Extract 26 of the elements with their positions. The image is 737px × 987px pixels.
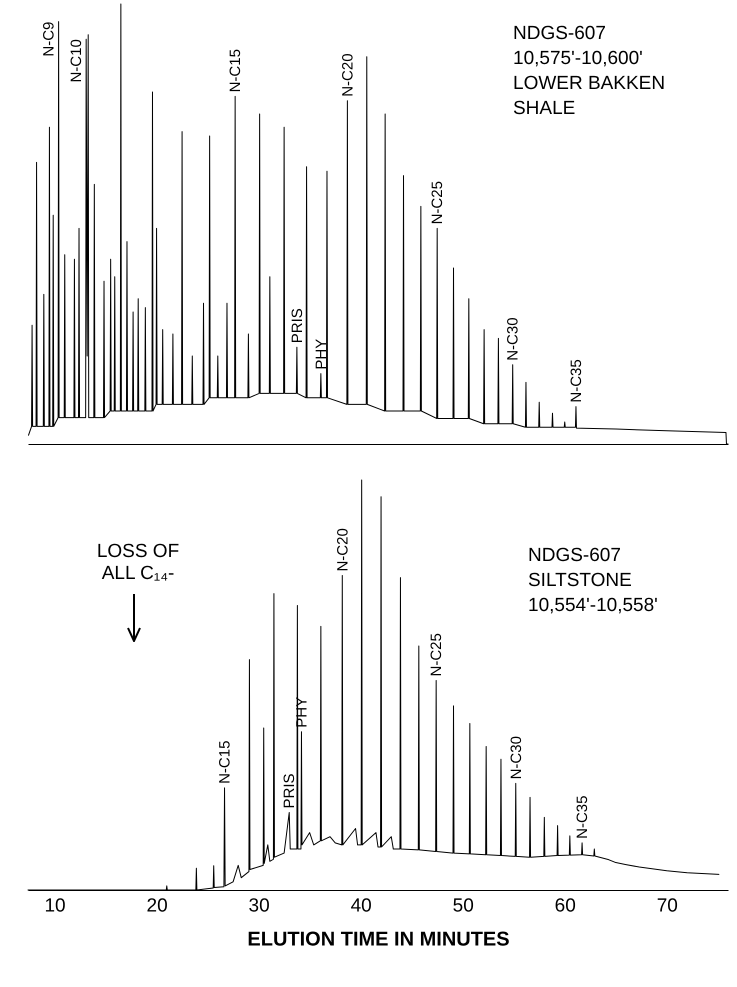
annotation: PRIS: [288, 308, 306, 344]
x-tick-label: 70: [656, 896, 678, 916]
annotation: PHY: [312, 338, 330, 370]
annotation: PRIS: [281, 773, 298, 809]
annotation: LOSS OF ALL C₁₄-: [96, 541, 180, 584]
x-tick-label: 30: [248, 896, 270, 916]
annotation: N-C9: [40, 22, 58, 57]
x-tick-label: 10: [44, 896, 66, 916]
annotation: NDGS-607 SILTSTONE 10,554'-10,558': [528, 545, 658, 616]
x-tick-label: 60: [554, 896, 576, 916]
x-tick-label: 20: [146, 896, 168, 916]
x-tick-label: 50: [452, 896, 474, 916]
annotation: N-C15: [216, 740, 234, 784]
annotation: N-C30: [508, 736, 525, 780]
annotation: N-C25: [428, 633, 446, 676]
x-tick-label: 40: [350, 896, 372, 916]
annotation: N-C35: [568, 359, 585, 403]
annotation: N-C30: [504, 317, 522, 361]
annotation: N-C35: [574, 795, 592, 839]
annotation: N-C20: [339, 53, 356, 97]
x-axis-title: ELUTION TIME IN MINUTES: [247, 928, 510, 950]
annotation: N-C25: [429, 181, 446, 224]
annotation: N-C20: [334, 528, 352, 572]
annotation: N-C10: [68, 39, 86, 83]
annotation: N-C15: [227, 49, 244, 92]
annotation: NDGS-607 10,575'-10,600' LOWER BAKKEN SHALE: [513, 23, 666, 119]
